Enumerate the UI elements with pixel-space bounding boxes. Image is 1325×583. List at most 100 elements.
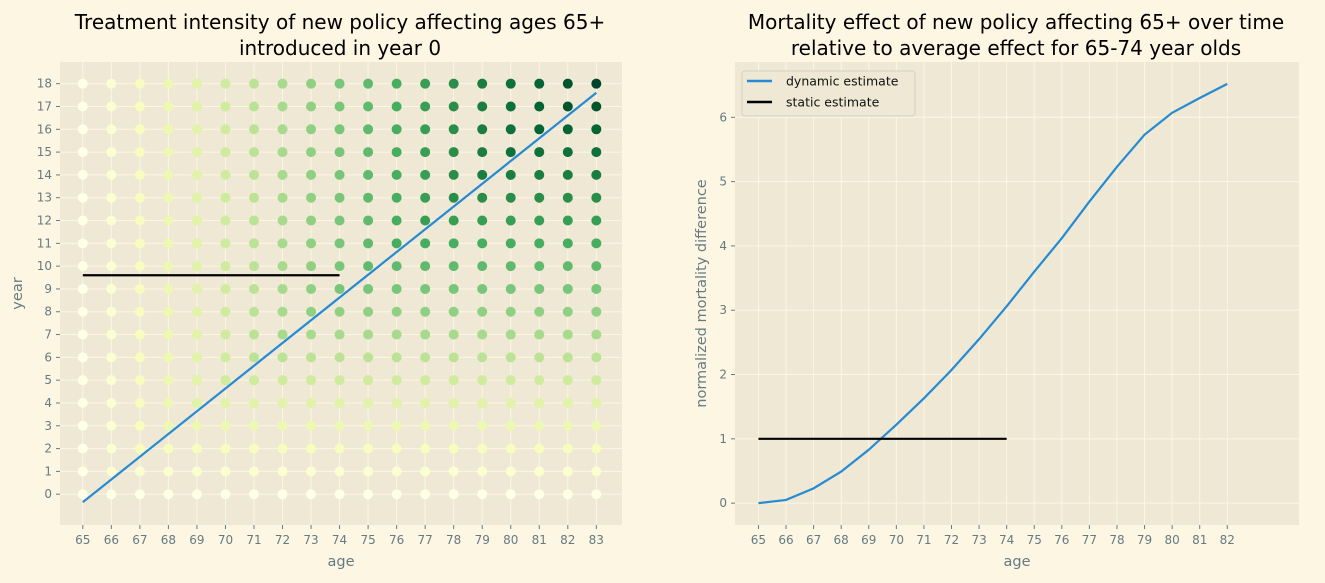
scatter-point: [106, 420, 117, 431]
scatter-point: [163, 192, 174, 203]
scatter-point: [220, 101, 231, 112]
scatter-point: [477, 147, 488, 158]
scatter-point: [191, 420, 202, 431]
right-chart-mortality-effect: 65 66 67 68 69 70 71 72 73 74 75 76 77 78 79 80 81 820123…: [694, 10, 1299, 570]
scatter-point: [448, 215, 459, 226]
scatter-point: [134, 397, 145, 408]
scatter-point: [591, 443, 602, 454]
y-tick-label: 3: [44, 419, 52, 433]
scatter-point: [248, 261, 259, 272]
scatter-point: [420, 283, 431, 294]
scatter-point: [334, 101, 345, 112]
scatter-point: [363, 306, 374, 317]
scatter-point: [134, 443, 145, 454]
series-line-dynamic-estimate: [758, 82, 1228, 505]
scatter-point: [134, 192, 145, 203]
scatter-point: [391, 215, 402, 226]
scatter-point: [77, 192, 88, 203]
x-tick-label: 68: [161, 533, 176, 547]
scatter-point: [363, 215, 374, 226]
scatter-point: [248, 78, 259, 89]
scatter-point: [220, 489, 231, 500]
scatter-point: [277, 329, 288, 340]
scatter-point: [534, 124, 545, 135]
scatter-point: [363, 101, 374, 112]
scatter-point: [562, 329, 573, 340]
y-tick-label: 17: [37, 99, 52, 113]
scatter-point: [163, 306, 174, 317]
scatter-point: [334, 124, 345, 135]
scatter-point: [448, 306, 459, 317]
scatter-point: [534, 78, 545, 89]
scatter-point: [134, 261, 145, 272]
scatter-point: [534, 420, 545, 431]
scatter-point: [505, 329, 516, 340]
scatter-point: [448, 124, 459, 135]
scatter-point: [562, 466, 573, 477]
y-axis-label: normalized mortality difference: [694, 179, 710, 408]
x-tick-label: 67: [132, 533, 147, 547]
scatter-point: [220, 352, 231, 363]
scatter-point: [505, 101, 516, 112]
scatter-point: [134, 124, 145, 135]
x-tick-label: 78: [1109, 533, 1124, 547]
scatter-point: [220, 124, 231, 135]
x-tick-label: 81: [1192, 533, 1207, 547]
scatter-point: [248, 443, 259, 454]
scatter-point: [391, 283, 402, 294]
scatter-point: [562, 283, 573, 294]
scatter-point: [77, 147, 88, 158]
scatter-point: [448, 352, 459, 363]
scatter-point: [334, 397, 345, 408]
scatter-point: [391, 375, 402, 386]
scatter-point: [77, 466, 88, 477]
x-tick-label: 70: [889, 533, 904, 547]
x-tick-label: 72: [944, 533, 959, 547]
scatter-point: [77, 78, 88, 89]
scatter-point: [534, 192, 545, 203]
scatter-point: [591, 169, 602, 180]
scatter-point: [277, 169, 288, 180]
scatter-point: [220, 283, 231, 294]
scatter-point: [248, 169, 259, 180]
scatter-point: [391, 78, 402, 89]
scatter-point: [420, 329, 431, 340]
scatter-point: [220, 261, 231, 272]
scatter-point: [591, 192, 602, 203]
scatter-point: [220, 169, 231, 180]
y-tick-label: 7: [44, 328, 52, 342]
legend-label: dynamic estimate: [786, 74, 899, 89]
scatter-point: [306, 101, 317, 112]
scatter-point: [534, 375, 545, 386]
scatter-point: [448, 192, 459, 203]
scatter-point: [248, 306, 259, 317]
scatter-point: [163, 352, 174, 363]
chart-title-line-2: relative to average effect for 65-74 yea…: [791, 36, 1241, 60]
x-tick-label: 76: [389, 533, 404, 547]
scatter-point: [191, 238, 202, 249]
scatter-point: [448, 489, 459, 500]
scatter-point: [163, 443, 174, 454]
scatter-point: [591, 101, 602, 112]
scatter-point: [505, 489, 516, 500]
y-tick-label: 15: [37, 145, 52, 159]
scatter-point: [448, 238, 459, 249]
scatter-point: [562, 192, 573, 203]
scatter-point: [334, 375, 345, 386]
scatter-point: [220, 78, 231, 89]
scatter-point: [134, 329, 145, 340]
scatter-point: [391, 352, 402, 363]
scatter-point: [363, 238, 374, 249]
scatter-point: [277, 101, 288, 112]
scatter-point: [591, 329, 602, 340]
scatter-point: [220, 147, 231, 158]
scatter-point: [420, 306, 431, 317]
scatter-point: [562, 443, 573, 454]
scatter-point: [277, 215, 288, 226]
scatter-point: [191, 443, 202, 454]
scatter-point: [505, 397, 516, 408]
scatter-point: [477, 124, 488, 135]
y-tick-label: 4: [44, 396, 52, 410]
scatter-point: [562, 306, 573, 317]
